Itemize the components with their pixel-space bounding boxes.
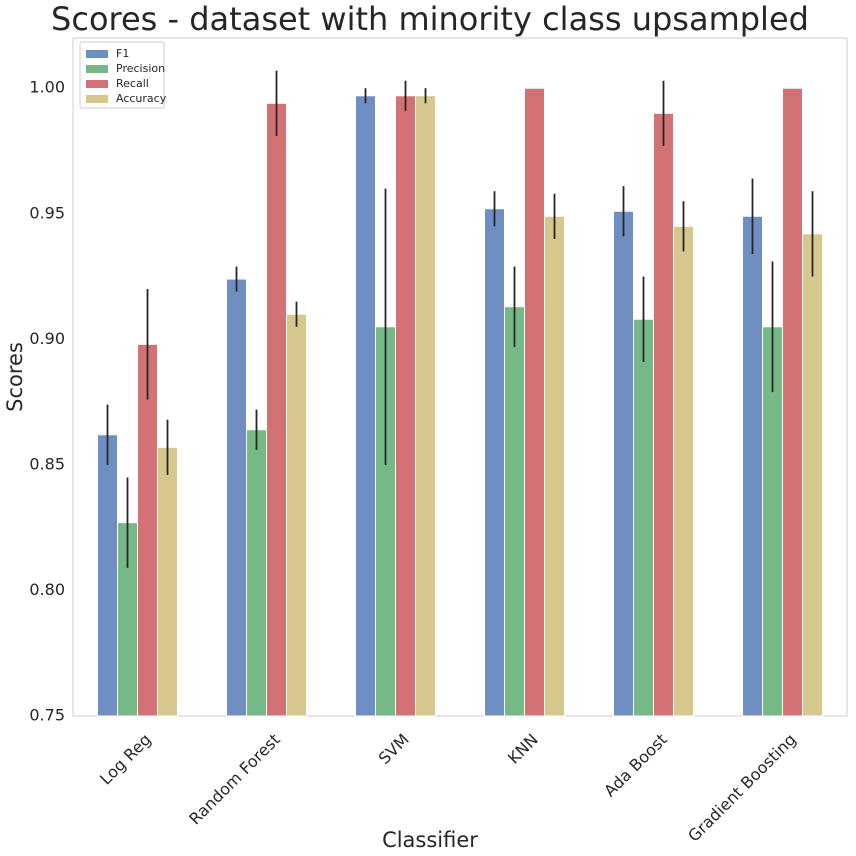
bar-f1-random-forest	[226, 278, 247, 717]
y-tick-label: 0.90	[29, 329, 65, 348]
y-axis-ticks: 0.75 0.80 0.85 0.90 0.95 1.00	[29, 78, 65, 725]
bar-precision-random-forest	[246, 429, 267, 717]
bar-recall-log-reg	[137, 343, 158, 717]
bar-accuracy-knn	[544, 215, 565, 717]
legend-label-f1: F1	[116, 47, 129, 60]
legend-box	[79, 41, 165, 109]
bar-f1-gradient-boosting	[742, 215, 763, 717]
legend-swatch-accuracy	[86, 95, 108, 103]
bar-accuracy-svm	[415, 95, 436, 717]
y-axis-label: Scores	[3, 342, 27, 412]
y-tick-label: 0.75	[29, 706, 65, 725]
y-tick-label: 0.80	[29, 580, 65, 599]
bar-recall-knn	[524, 87, 545, 717]
legend: F1 Precision Recall Accuracy	[79, 41, 167, 109]
x-tick-label: Random Forest	[185, 730, 284, 829]
error-bars	[106, 70, 814, 568]
x-tick-label: KNN	[504, 730, 542, 768]
bar-recall-gradient-boosting	[782, 87, 803, 717]
bar-accuracy-log-reg	[157, 446, 178, 717]
bar-recall-random-forest	[266, 102, 287, 717]
bar-f1-svm	[355, 95, 376, 717]
chart-title: Scores - dataset with minority class ups…	[51, 0, 809, 38]
legend-label-recall: Recall	[116, 77, 149, 90]
legend-swatch-f1	[86, 50, 108, 58]
x-tick-label: SVM	[375, 730, 413, 768]
x-axis-label: Classifier	[382, 828, 478, 852]
bar-accuracy-gradient-boosting	[802, 233, 823, 717]
x-tick-label: Gradient Boosting	[684, 730, 800, 846]
plot-area	[72, 37, 848, 717]
bar-precision-ada-boost	[633, 318, 654, 717]
bar-recall-svm	[395, 95, 416, 717]
y-tick-label: 0.95	[29, 203, 65, 222]
bar-accuracy-ada-boost	[673, 225, 694, 717]
bar-groups	[97, 87, 823, 717]
y-tick-label: 0.85	[29, 454, 65, 473]
legend-swatch-precision	[86, 65, 108, 73]
bar-f1-log-reg	[97, 434, 118, 717]
bar-f1-knn	[484, 208, 505, 717]
legend-swatch-recall	[86, 80, 108, 88]
legend-label-accuracy: Accuracy	[116, 92, 167, 105]
legend-label-precision: Precision	[116, 62, 165, 75]
bar-precision-knn	[504, 306, 525, 717]
x-tick-label: Ada Boost	[600, 730, 671, 801]
x-tick-label: Log Reg	[96, 730, 155, 789]
bar-accuracy-random-forest	[286, 313, 307, 717]
bar-recall-ada-boost	[653, 112, 674, 717]
bar-f1-ada-boost	[613, 210, 634, 717]
y-tick-label: 1.00	[29, 78, 65, 97]
